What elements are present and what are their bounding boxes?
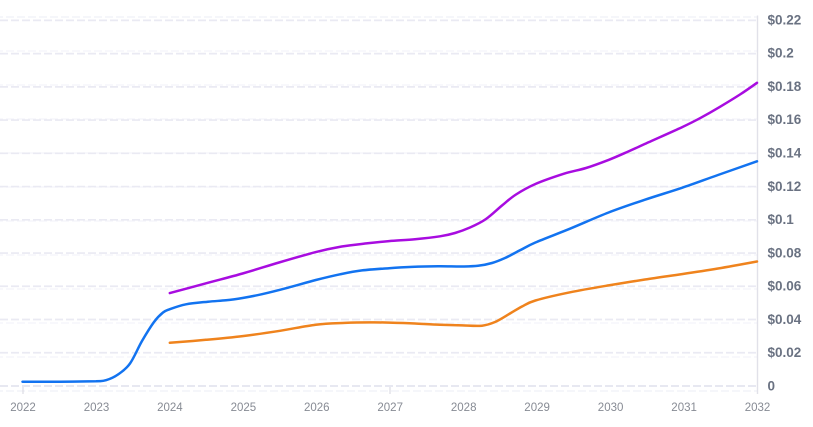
svg-text:$0.22: $0.22 [768, 12, 802, 27]
svg-text:$0.16: $0.16 [768, 112, 802, 127]
svg-text:2027: 2027 [377, 402, 403, 414]
svg-text:2023: 2023 [84, 402, 110, 414]
svg-text:$0.14: $0.14 [768, 146, 802, 161]
svg-text:2032: 2032 [745, 402, 771, 414]
svg-text:$0.06: $0.06 [768, 279, 802, 294]
svg-text:2022: 2022 [10, 402, 36, 414]
svg-text:2026: 2026 [304, 402, 330, 414]
svg-text:0: 0 [768, 379, 776, 394]
svg-text:2025: 2025 [231, 402, 257, 414]
svg-text:$0.12: $0.12 [768, 179, 802, 194]
svg-text:2024: 2024 [157, 402, 183, 414]
svg-text:$0.08: $0.08 [768, 245, 802, 260]
svg-text:$0.2: $0.2 [768, 46, 794, 61]
svg-text:2028: 2028 [451, 402, 477, 414]
svg-text:$0.04: $0.04 [768, 312, 802, 327]
svg-text:$0.1: $0.1 [768, 212, 795, 227]
svg-text:$0.02: $0.02 [768, 345, 802, 360]
svg-text:2029: 2029 [524, 402, 550, 414]
svg-text:$0.18: $0.18 [768, 79, 802, 94]
svg-text:2030: 2030 [598, 402, 624, 414]
svg-text:2031: 2031 [671, 402, 697, 414]
